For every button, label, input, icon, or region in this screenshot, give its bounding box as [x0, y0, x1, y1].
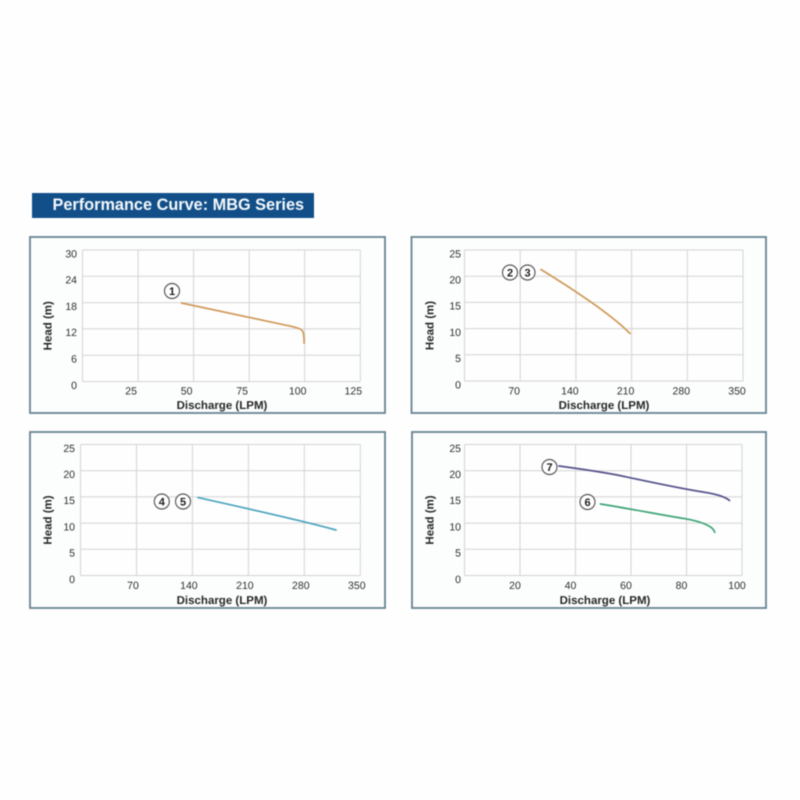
svg-text:25: 25: [125, 386, 137, 398]
svg-text:100: 100: [728, 580, 746, 592]
svg-text:100: 100: [289, 386, 307, 398]
svg-text:40: 40: [565, 580, 577, 592]
svg-text:350: 350: [728, 386, 746, 398]
svg-text:25: 25: [63, 443, 75, 455]
svg-text:0: 0: [71, 380, 77, 392]
svg-text:24: 24: [65, 275, 77, 287]
svg-text:Discharge (LPM): Discharge (LPM): [559, 400, 650, 412]
svg-text:6: 6: [584, 497, 590, 509]
svg-text:0: 0: [69, 574, 75, 586]
svg-text:Discharge (LPM): Discharge (LPM): [177, 400, 268, 412]
svg-text:80: 80: [676, 580, 688, 592]
svg-text:5: 5: [455, 548, 461, 560]
svg-text:Head (m): Head (m): [425, 495, 437, 544]
svg-text:70: 70: [508, 386, 520, 398]
svg-text:7: 7: [546, 462, 552, 474]
svg-text:25: 25: [449, 248, 461, 260]
svg-text:2: 2: [507, 268, 513, 280]
svg-text:60: 60: [620, 580, 632, 592]
svg-text:0: 0: [455, 379, 461, 391]
svg-text:Discharge (LPM): Discharge (LPM): [560, 595, 651, 607]
svg-text:20: 20: [449, 275, 461, 287]
svg-text:50: 50: [181, 386, 193, 398]
svg-text:0: 0: [455, 574, 461, 586]
svg-text:25: 25: [449, 443, 461, 455]
svg-text:Head (m): Head (m): [43, 301, 55, 350]
svg-text:140: 140: [180, 580, 198, 592]
svg-text:1: 1: [169, 286, 175, 298]
svg-text:5: 5: [455, 353, 461, 365]
svg-text:15: 15: [449, 495, 461, 507]
svg-text:12: 12: [65, 327, 77, 339]
svg-text:280: 280: [292, 580, 310, 592]
svg-text:210: 210: [617, 386, 635, 398]
svg-text:10: 10: [449, 521, 461, 533]
svg-text:Head (m): Head (m): [43, 495, 55, 544]
svg-text:210: 210: [236, 580, 254, 592]
svg-text:5: 5: [69, 548, 75, 560]
svg-text:75: 75: [236, 386, 248, 398]
svg-text:140: 140: [561, 386, 579, 398]
svg-text:125: 125: [345, 386, 363, 398]
svg-text:3: 3: [524, 268, 530, 280]
svg-text:10: 10: [449, 327, 461, 339]
svg-text:Discharge (LPM): Discharge (LPM): [177, 595, 268, 607]
svg-text:4: 4: [159, 497, 166, 509]
svg-text:30: 30: [65, 248, 77, 260]
svg-text:Head (m): Head (m): [425, 301, 437, 350]
svg-text:5: 5: [180, 497, 186, 509]
svg-text:15: 15: [449, 301, 461, 313]
svg-text:350: 350: [348, 580, 366, 592]
svg-text:6: 6: [71, 354, 77, 366]
svg-text:20: 20: [63, 469, 75, 481]
svg-text:280: 280: [673, 386, 691, 398]
svg-text:15: 15: [63, 495, 75, 507]
svg-text:18: 18: [65, 301, 77, 313]
svg-text:20: 20: [509, 580, 521, 592]
svg-text:20: 20: [449, 469, 461, 481]
svg-text:10: 10: [63, 521, 75, 533]
svg-text:70: 70: [127, 580, 139, 592]
